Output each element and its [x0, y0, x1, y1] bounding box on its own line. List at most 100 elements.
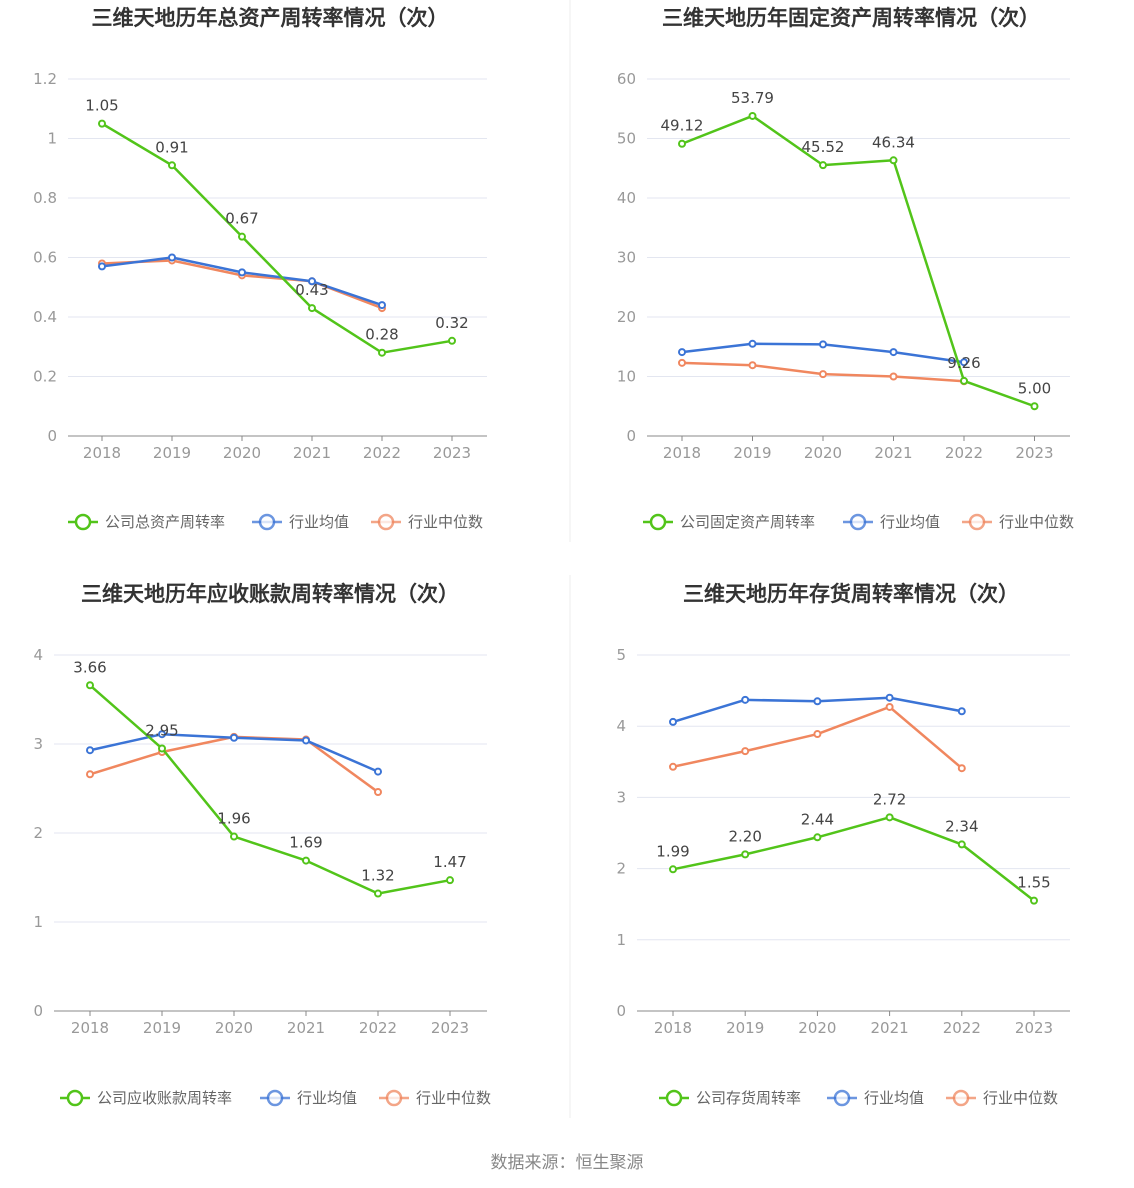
legend-label: 公司存货周转率	[696, 1089, 801, 1107]
data-point-company	[378, 348, 386, 357]
data-label: 5.00	[1018, 379, 1051, 397]
legend-item-median: 行业中位数	[371, 513, 483, 531]
y-tick-label: 4	[33, 646, 43, 664]
legend-item-company: 公司总资产周转率	[68, 513, 225, 531]
x-tick-label: 2021	[874, 444, 912, 462]
legend-label: 公司总资产周转率	[105, 513, 225, 531]
x-tick-label: 2023	[431, 1019, 469, 1037]
data-point-company	[374, 889, 382, 898]
y-tick-label: 0	[626, 427, 636, 445]
data-label: 2.20	[728, 827, 761, 845]
x-tick-label: 2021	[293, 444, 331, 462]
data-point-mean	[158, 730, 166, 739]
y-tick-label: 3	[33, 735, 43, 753]
legend-marker-icon	[849, 513, 867, 531]
data-point-company	[813, 833, 822, 842]
x-tick-label: 2019	[153, 444, 191, 462]
data-point-company	[308, 304, 316, 313]
series-line-company	[681, 114, 1035, 408]
y-tick-label: 0.2	[33, 368, 57, 386]
legend-item-company: 公司应收账款周转率	[60, 1089, 232, 1107]
data-label: 2.34	[945, 817, 978, 835]
chart-4: 三维天地历年存货周转率情况（次） 0 1 2 3 4 5 2018 2019 2020 2021 20…	[616, 582, 1070, 1107]
data-point-median	[889, 372, 898, 381]
data-label: 0.91	[155, 138, 188, 156]
x-tick-label: 2018	[654, 1019, 692, 1037]
x-tick-label: 2020	[798, 1019, 836, 1037]
y-tick-label: 10	[617, 368, 636, 386]
data-label: 45.52	[802, 138, 845, 156]
y-tick-label: 1.2	[33, 70, 57, 88]
data-label: 3.66	[73, 658, 106, 676]
data-point-median	[741, 747, 750, 756]
data-label: 0.67	[225, 210, 258, 228]
chart-1: 三维天地历年总资产周转率情况（次） 0 0.2 0.4 0.6 0.8 1 1.2 2018 20…	[33, 6, 487, 531]
chart-title: 三维天地历年固定资产周转率情况（次）	[662, 6, 1040, 30]
data-point-company	[1030, 402, 1039, 411]
data-point-company	[889, 156, 898, 165]
chart-3: 三维天地历年应收账款周转率情况（次） 0 1 2 3 4 2018 2019 2020 2021 2…	[33, 582, 491, 1107]
data-point-median	[86, 770, 94, 779]
x-tick-label: 2019	[726, 1019, 764, 1037]
y-tick-label: 3	[616, 788, 626, 806]
data-point-median	[748, 361, 757, 370]
data-point-median	[374, 788, 382, 797]
data-point-median	[669, 762, 677, 771]
data-point-mean	[168, 253, 176, 262]
data-source-note: 数据来源：恒生聚源	[490, 1153, 644, 1173]
x-tick-label: 2020	[223, 444, 261, 462]
chart-title: 三维天地历年存货周转率情况（次）	[683, 582, 1019, 606]
data-point-mean	[889, 348, 898, 357]
legend-marker-icon	[74, 513, 92, 531]
x-tick-label: 2020	[215, 1019, 253, 1037]
data-point-median	[885, 702, 894, 711]
data-point-mean	[960, 358, 968, 367]
legend-label: 行业中位数	[416, 1089, 491, 1107]
data-label: 2.95	[145, 721, 178, 739]
data-point-company	[302, 856, 310, 865]
legend-label: 行业中位数	[983, 1089, 1058, 1107]
legend-item-mean: 行业均值	[252, 513, 349, 531]
y-tick-label: 0.8	[33, 189, 57, 207]
y-tick-label: 1	[33, 913, 43, 931]
legend-item-median: 行业中位数	[962, 513, 1074, 531]
data-point-company	[741, 850, 750, 859]
legend-label: 行业均值	[864, 1089, 924, 1107]
x-tick-label: 2021	[287, 1019, 325, 1037]
x-tick-label: 2019	[733, 444, 771, 462]
x-tick-label: 2018	[663, 444, 701, 462]
legend-marker-icon	[66, 1089, 84, 1107]
legend-marker-icon	[833, 1089, 851, 1107]
series-line-company	[89, 684, 451, 895]
data-label: 1.69	[289, 834, 322, 852]
data-point-company	[1030, 896, 1038, 905]
legend-marker-icon	[968, 513, 986, 531]
legend-marker-icon	[266, 1089, 284, 1107]
data-point-company	[748, 111, 757, 120]
y-tick-label: 0.6	[33, 249, 57, 267]
y-tick-label: 5	[616, 646, 626, 664]
legend-marker-icon	[377, 513, 395, 531]
x-tick-label: 2018	[83, 444, 121, 462]
data-point-mean	[230, 733, 238, 742]
data-point-mean	[302, 736, 310, 745]
x-tick-label: 2023	[1015, 444, 1053, 462]
data-point-median	[813, 730, 822, 739]
data-label: 2.72	[873, 790, 906, 808]
legend-label: 行业均值	[289, 513, 349, 531]
x-tick-label: 2019	[143, 1019, 181, 1037]
x-tick-label: 2022	[359, 1019, 397, 1037]
data-point-mean	[819, 340, 827, 349]
x-tick-label: 2020	[804, 444, 842, 462]
data-label: 1.99	[656, 842, 689, 860]
y-tick-label: 40	[617, 189, 636, 207]
data-point-mean	[885, 693, 894, 702]
data-point-mean	[813, 697, 822, 706]
legend-marker-icon	[952, 1089, 970, 1107]
data-point-company	[448, 336, 456, 345]
y-tick-label: 1	[47, 130, 57, 148]
legend-item-company: 公司存货周转率	[659, 1089, 801, 1107]
series-line-company	[672, 816, 1035, 902]
y-tick-label: 30	[617, 249, 636, 267]
